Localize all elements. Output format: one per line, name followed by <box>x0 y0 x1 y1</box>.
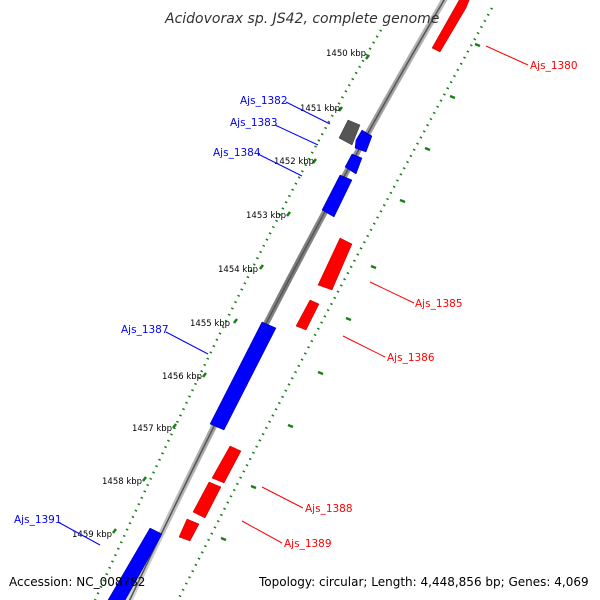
kbp-label: 1453 kbp <box>246 211 286 221</box>
gene-callouts <box>57 45 529 546</box>
kbp-label: 1459 kbp <box>72 530 112 540</box>
gene-label-ajs-1383[interactable]: Ajs_1383 <box>230 117 278 129</box>
genome-summary: Topology: circular; Length: 4,448,856 bp… <box>258 575 589 589</box>
genome-backbone <box>126 0 448 600</box>
gene-label-ajs-1382[interactable]: Ajs_1382 <box>240 95 288 107</box>
kbp-label: 1450 kbp <box>326 49 366 59</box>
gene-ajs-1385[interactable] <box>317 237 353 291</box>
kbp-label: 1456 kbp <box>162 372 202 382</box>
gene-ajs-1388a[interactable] <box>211 445 242 484</box>
gene-ajs-1382[interactable] <box>338 119 361 146</box>
kbp-label: 1458 kbp <box>102 477 142 487</box>
gene-label-ajs-1391[interactable]: Ajs_1391 <box>14 514 62 526</box>
gene-ajs-1380[interactable] <box>431 0 470 53</box>
reverse-strand-genes <box>107 129 373 600</box>
gene-ajs-1391[interactable] <box>107 527 163 600</box>
outer-tick-ring <box>176 7 494 600</box>
kbp-scale: 1450 kbp 1451 kbp 1452 kbp 1453 kbp 1454… <box>72 49 366 540</box>
gene-label-ajs-1386[interactable]: Ajs_1386 <box>387 352 435 364</box>
gene-label-ajs-1385[interactable]: Ajs_1385 <box>415 298 463 310</box>
gene-ajs-1386[interactable] <box>295 299 320 331</box>
gene-label-ajs-1387[interactable]: Ajs_1387 <box>121 324 169 336</box>
gene-labels: Ajs_1380 Ajs_1382 Ajs_1383 Ajs_1384 Ajs_… <box>14 60 578 550</box>
forward-strand-genes <box>178 0 470 542</box>
gene-ajs-1388b[interactable] <box>192 481 222 519</box>
kbp-label: 1452 kbp <box>274 157 314 167</box>
gene-label-ajs-1380[interactable]: Ajs_1380 <box>530 60 578 72</box>
gene-label-ajs-1389[interactable]: Ajs_1389 <box>284 538 332 550</box>
gene-label-ajs-1384[interactable]: Ajs_1384 <box>213 147 261 159</box>
accession-text: Accession: NC_008782 <box>9 575 145 589</box>
gene-ajs-1387[interactable] <box>209 321 277 431</box>
major-ticks <box>112 42 481 542</box>
gene-label-ajs-1388[interactable]: Ajs_1388 <box>305 503 353 515</box>
kbp-label: 1455 kbp <box>190 319 230 329</box>
gene-ajs-1389[interactable] <box>178 518 200 542</box>
gene-ajs-1383[interactable] <box>354 129 373 153</box>
genome-title: Acidovorax sp. JS42, complete genome <box>164 11 439 27</box>
kbp-label: 1454 kbp <box>218 265 258 275</box>
kbp-label: 1457 kbp <box>132 424 172 434</box>
gene-ajs-1384b[interactable] <box>321 174 353 218</box>
inner-tick-ring <box>93 29 383 600</box>
gene-ajs-1384a[interactable] <box>344 153 363 175</box>
kbp-label: 1451 kbp <box>300 104 340 114</box>
